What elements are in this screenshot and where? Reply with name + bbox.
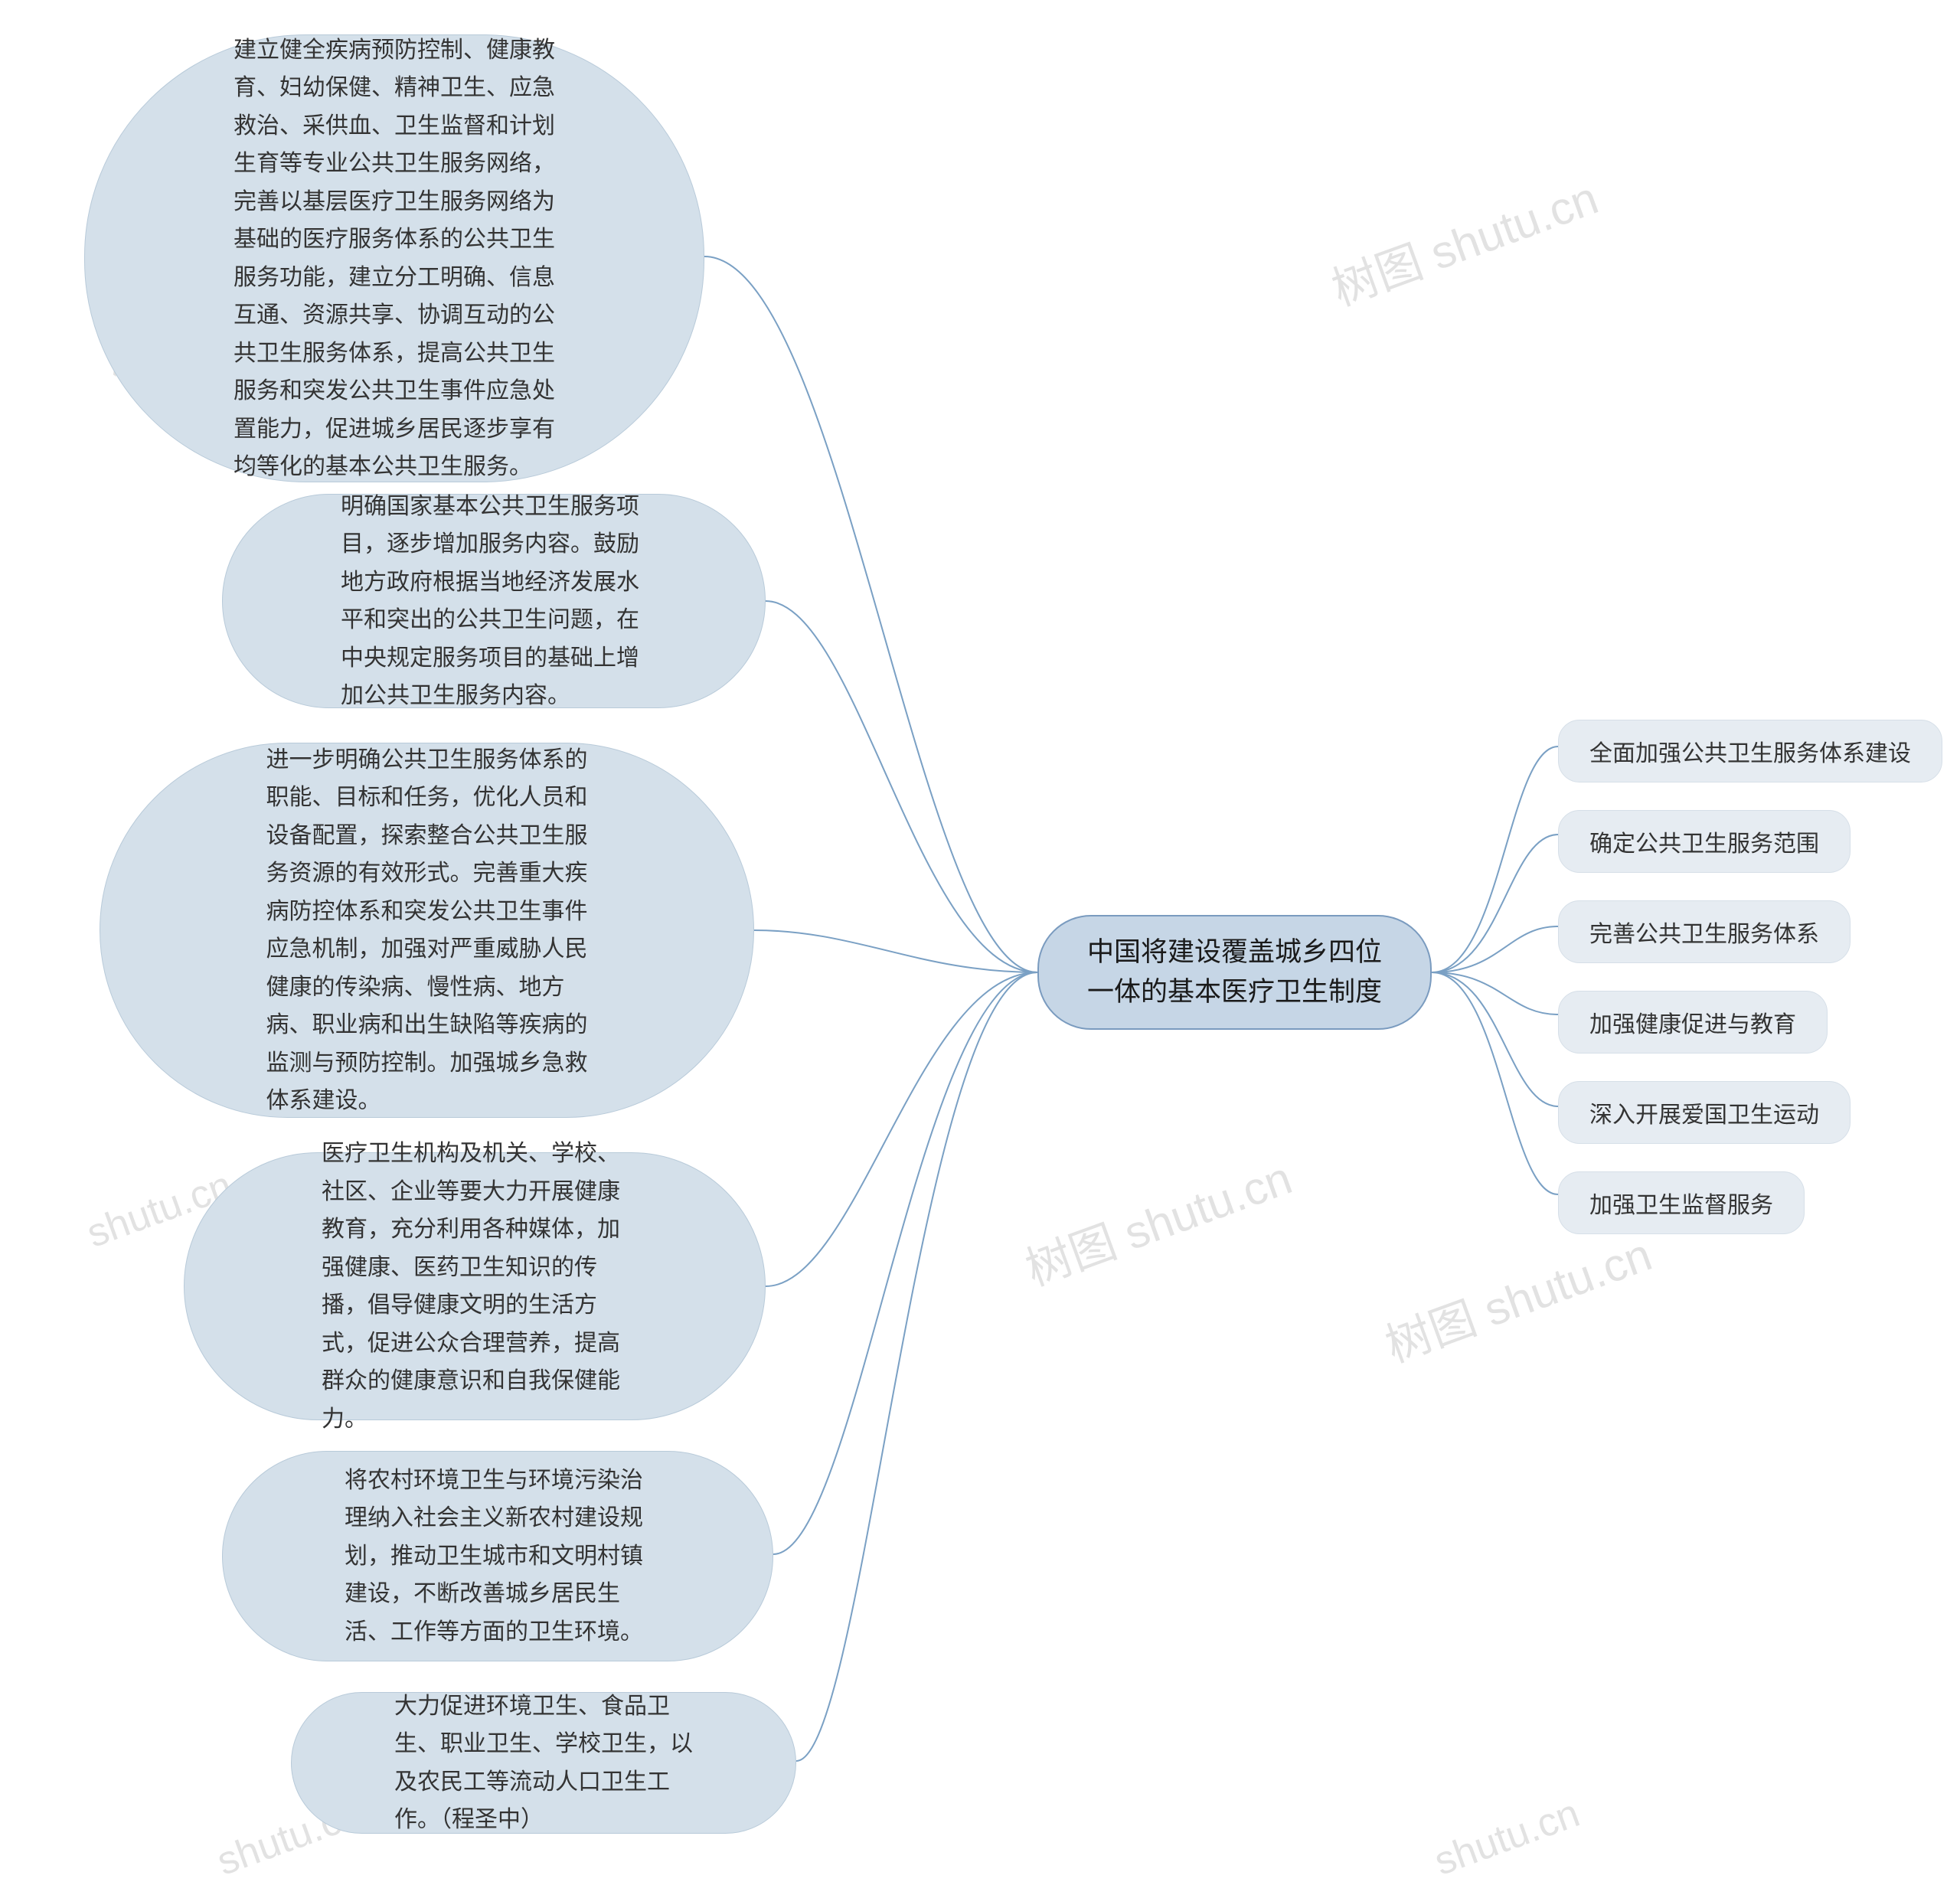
- right-node-2: 确定公共卫生服务范围: [1558, 810, 1851, 873]
- left-node-6: 大力促进环境卫生、食品卫生、职业卫生、学校卫生，以及农民工等流动人口卫生工作。（…: [291, 1692, 796, 1834]
- left-node-5-text: 将农村环境卫生与环境污染治理纳入社会主义新农村建设规划，推动卫生城市和文明村镇建…: [302, 1431, 693, 1682]
- watermark: shutu.cn: [1429, 1790, 1586, 1885]
- right-node-3: 完善公共卫生服务体系: [1558, 900, 1851, 963]
- right-node-1: 全面加强公共卫生服务体系建设: [1558, 720, 1942, 782]
- left-node-1: 建立健全疾病预防控制、健康教育、妇幼保健、精神卫生、应急救治、采供血、卫生监督和…: [84, 34, 704, 482]
- left-node-3: 进一步明确公共卫生服务体系的职能、目标和任务，优化人员和设备配置，探索整合公共卫…: [100, 743, 754, 1118]
- left-node-4-text: 医疗卫生机构及机关、学校、社区、企业等要大力开展健康教育，充分利用各种媒体，加强…: [279, 1104, 670, 1468]
- left-node-6-text: 大力促进环境卫生、食品卫生、职业卫生、学校卫生，以及农民工等流动人口卫生工作。（…: [352, 1657, 735, 1870]
- right-node-6: 加强卫生监督服务: [1558, 1171, 1805, 1234]
- center-line1: 中国将建设覆盖城乡四位: [1087, 937, 1382, 967]
- left-node-5: 将农村环境卫生与环境污染治理纳入社会主义新农村建设规划，推动卫生城市和文明村镇建…: [222, 1451, 773, 1661]
- left-node-1-text: 建立健全疾病预防控制、健康教育、妇幼保健、精神卫生、应急救治、采供血、卫生监督和…: [191, 1, 597, 517]
- left-node-3-text: 进一步明确公共卫生服务体系的职能、目标和任务，优化人员和设备配置，探索整合公共卫…: [224, 711, 630, 1151]
- watermark: 树图 shutu.cn: [1015, 1141, 1299, 1299]
- left-node-2-text: 明确国家基本公共卫生服务项目，逐步增加服务内容。鼓励地方政府根据当地经济发展水平…: [299, 457, 689, 746]
- watermark: 树图 shutu.cn: [1321, 161, 1606, 319]
- left-node-4: 医疗卫生机构及机关、学校、社区、企业等要大力开展健康教育，充分利用各种媒体，加强…: [184, 1152, 766, 1420]
- left-node-2: 明确国家基本公共卫生服务项目，逐步增加服务内容。鼓励地方政府根据当地经济发展水平…: [222, 494, 766, 708]
- center-line2: 一体的基本医疗卫生制度: [1087, 977, 1382, 1007]
- right-node-4: 加强健康促进与教育: [1558, 991, 1828, 1054]
- center-node: 中国将建设覆盖城乡四位 一体的基本医疗卫生制度: [1037, 915, 1432, 1030]
- watermark: 树图 shutu.cn: [1375, 1217, 1659, 1375]
- right-node-5: 深入开展爱国卫生运动: [1558, 1081, 1851, 1144]
